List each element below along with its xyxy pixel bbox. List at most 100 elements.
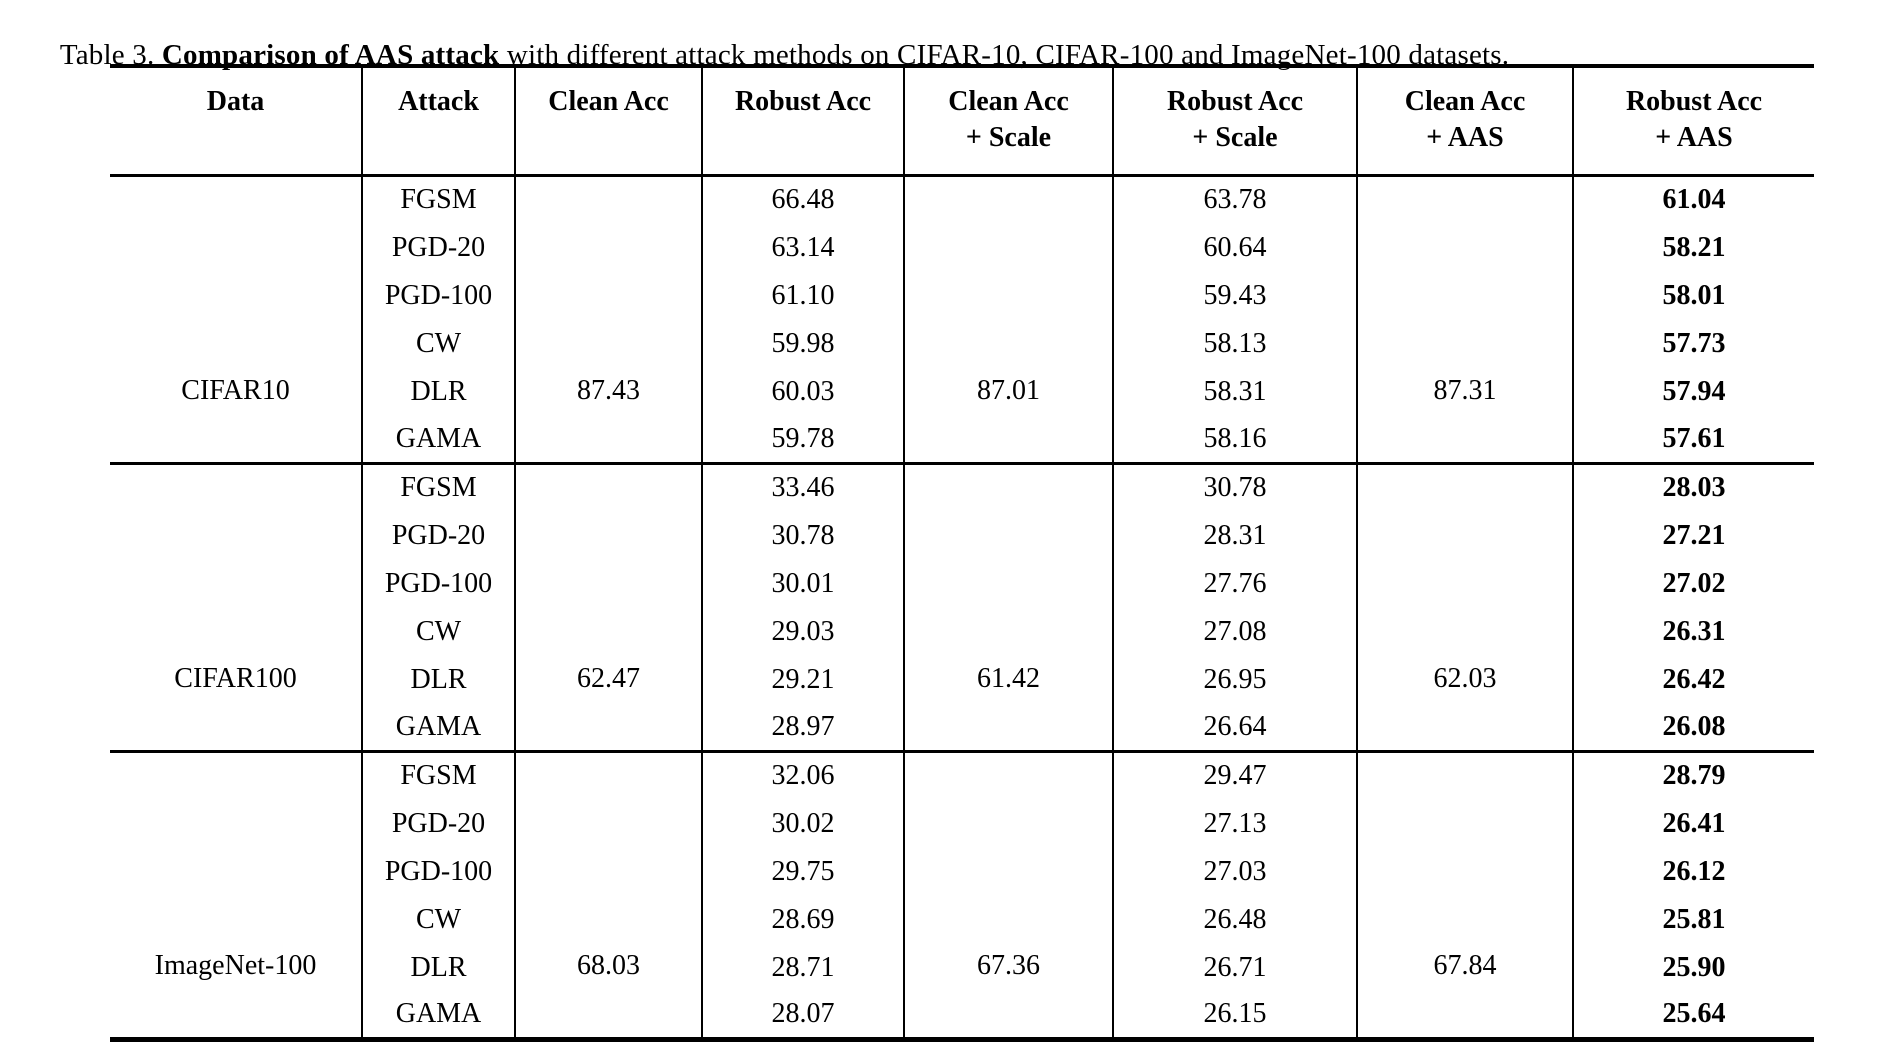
robust-acc-scale-cell: 59.43 — [1113, 271, 1358, 320]
robust-acc-scale-cell: 27.13 — [1113, 799, 1358, 848]
attack-cell: CW — [362, 319, 516, 368]
robust-acc-aas-cell: 27.21 — [1662, 519, 1726, 551]
robust-acc-scale-cell: 27.76 — [1113, 559, 1358, 608]
robust-acc-cell: 28.97 — [702, 703, 905, 752]
robust-acc-scale-cell: 63.78 — [1113, 175, 1358, 224]
robust-acc-cell: 30.01 — [702, 559, 905, 608]
table-row-cifar100-fgsm: CIFAR100 FGSM 62.47 33.46 61.42 30.78 62.03 28.… — [110, 463, 1814, 752]
robust-acc-scale-cell: 58.13 — [1113, 319, 1358, 368]
robust-acc-aas-cell: 25.90 — [1662, 951, 1726, 983]
column-header-clean-acc: Clean Acc — [515, 66, 703, 177]
robust-acc-scale-cell: 26.95 — [1113, 655, 1358, 704]
section-cifar100: CIFAR100 FGSM 62.47 33.46 61.42 30.78 62.03 28.… — [110, 463, 1814, 752]
robust-acc-aas-cell: 58.01 — [1662, 279, 1726, 311]
attack-cell: DLR — [362, 655, 516, 704]
section-cifar10: CIFAR10 FGSM 87.43 66.48 87.01 63.78 87.31 61.0… — [110, 175, 1814, 464]
robust-acc-aas-cell: 28.79 — [1662, 760, 1726, 792]
column-header-line2: + AAS — [1655, 122, 1733, 153]
column-header-line1: Robust Acc — [1166, 86, 1304, 117]
robust-acc-cell: 30.02 — [702, 799, 905, 848]
table-row-cifar10-cw: CW 59.98 58.13 57.73 — [110, 319, 1814, 368]
robust-acc-scale-cell: 58.31 — [1113, 367, 1358, 416]
table-row-cifar100-pgd-100: PGD-100 30.01 27.76 27.02 — [110, 559, 1814, 608]
table-row-cifar10-fgsm: CIFAR10 FGSM 87.43 66.48 87.01 63.78 87.31 61.0… — [110, 175, 1814, 464]
robust-acc-cell: 59.98 — [702, 319, 905, 368]
attack-cell: PGD-20 — [362, 511, 516, 560]
table-row-imagenet-100-gama: GAMA 28.07 26.15 25.64 — [110, 991, 1814, 1040]
robust-acc-cell: 32.06 — [702, 751, 905, 800]
attack-cell: PGD-20 — [362, 799, 516, 848]
clean-acc-cell: 68.03 — [515, 751, 703, 1040]
robust-acc-aas-cell: 26.31 — [1662, 615, 1726, 647]
robust-acc-cell: 63.14 — [702, 223, 905, 272]
robust-acc-scale-cell: 60.64 — [1113, 223, 1358, 272]
clean-acc-scale-cell-value: 61.42 — [977, 662, 1040, 694]
clean-acc-scale-cell: 87.01 — [904, 175, 1114, 464]
table-row-cifar100-pgd-20: PGD-20 30.78 28.31 27.21 — [110, 511, 1814, 560]
robust-acc-aas-cell: 25.81 — [1662, 903, 1726, 935]
column-header-line2: + Scale — [1192, 122, 1278, 153]
column-header-line1: Robust Acc — [734, 86, 872, 117]
robust-acc-cell: 28.07 — [702, 991, 905, 1040]
robust-acc-aas-cell: 26.41 — [1662, 807, 1726, 839]
attack-cell: DLR — [362, 943, 516, 992]
clean-acc-scale-cell: 61.42 — [904, 463, 1114, 752]
robust-acc-scale-cell: 26.15 — [1113, 991, 1358, 1040]
attack-cell: PGD-20 — [362, 223, 516, 272]
robust-acc-aas-cell: 57.94 — [1662, 375, 1726, 407]
attack-cell: DLR — [362, 367, 516, 416]
column-header-line1: Data — [206, 86, 265, 117]
robust-acc-scale-cell: 26.64 — [1113, 703, 1358, 752]
clean-acc-scale-cell-value: 87.01 — [977, 374, 1040, 406]
column-header-clean-acc-aas: Clean Acc + AAS — [1357, 66, 1574, 177]
attack-cell: FGSM — [362, 751, 516, 800]
results-table: Data Attack Clean Acc Robust Acc Clean Acc + … — [110, 64, 1814, 1042]
robust-acc-aas-cell: 57.73 — [1662, 327, 1726, 359]
robust-acc-scale-cell: 26.71 — [1113, 943, 1358, 992]
clean-acc-aas-cell: 62.03 — [1357, 463, 1574, 752]
robust-acc-aas-cell: 61.04 — [1662, 184, 1726, 216]
table-row-cifar10-gama: GAMA 59.78 58.16 57.61 — [110, 415, 1814, 464]
robust-acc-cell: 60.03 — [702, 367, 905, 416]
attack-cell: PGD-100 — [362, 271, 516, 320]
column-header-line1: Clean Acc — [548, 86, 669, 117]
robust-acc-scale-cell: 28.31 — [1113, 511, 1358, 560]
robust-acc-cell: 59.78 — [702, 415, 905, 464]
robust-acc-cell: 29.03 — [702, 607, 905, 656]
column-header-line1: Clean Acc — [1404, 86, 1526, 117]
robust-acc-cell: 30.78 — [702, 511, 905, 560]
robust-acc-aas-cell: 26.12 — [1662, 855, 1726, 887]
table-row-cifar10-pgd-20: PGD-20 63.14 60.64 58.21 — [110, 223, 1814, 272]
column-header-line2: + AAS — [1426, 122, 1504, 153]
clean-acc-cell: 62.47 — [515, 463, 703, 752]
column-header-robust-acc-scale: Robust Acc + Scale — [1113, 66, 1358, 177]
attack-cell: FGSM — [362, 175, 516, 224]
robust-acc-scale-cell: 58.16 — [1113, 415, 1358, 464]
column-header-line1: Clean Acc — [948, 86, 1069, 117]
header-row: Data Attack Clean Acc Robust Acc Clean Acc + … — [110, 66, 1814, 177]
dataset-cell-value: CIFAR100 — [174, 662, 297, 694]
table-row-cifar100-cw: CW 29.03 27.08 26.31 — [110, 607, 1814, 656]
attack-cell: FGSM — [362, 463, 516, 512]
caption-label: Table 3. — [59, 39, 162, 71]
attack-cell: GAMA — [362, 703, 516, 752]
robust-acc-cell: 28.71 — [702, 943, 905, 992]
attack-cell: GAMA — [362, 991, 516, 1040]
column-header-line1: Robust Acc — [1625, 86, 1763, 117]
column-header-data: Data — [110, 66, 363, 177]
attack-cell: GAMA — [362, 415, 516, 464]
column-header-clean-acc-scale: Clean Acc + Scale — [904, 66, 1114, 177]
table-row-cifar10-dlr: DLR 60.03 58.31 57.94 — [110, 367, 1814, 416]
table-row-imagenet-100-pgd-20: PGD-20 30.02 27.13 26.41 — [110, 799, 1814, 848]
table-row-imagenet-100-pgd-100: PGD-100 29.75 27.03 26.12 — [110, 847, 1814, 896]
robust-acc-scale-cell: 26.48 — [1113, 895, 1358, 944]
table-row-cifar100-dlr: DLR 29.21 26.95 26.42 — [110, 655, 1814, 704]
robust-acc-aas-cell: 28.03 — [1662, 472, 1726, 504]
robust-acc-aas-cell: 58.21 — [1662, 231, 1726, 263]
table-row-cifar10-pgd-100: PGD-100 61.10 59.43 58.01 — [110, 271, 1814, 320]
dataset-cell: ImageNet-100 — [110, 751, 363, 1040]
dataset-cell: CIFAR100 — [110, 463, 363, 752]
column-header-line2: + Scale — [965, 122, 1052, 153]
robust-acc-scale-cell: 27.08 — [1113, 607, 1358, 656]
